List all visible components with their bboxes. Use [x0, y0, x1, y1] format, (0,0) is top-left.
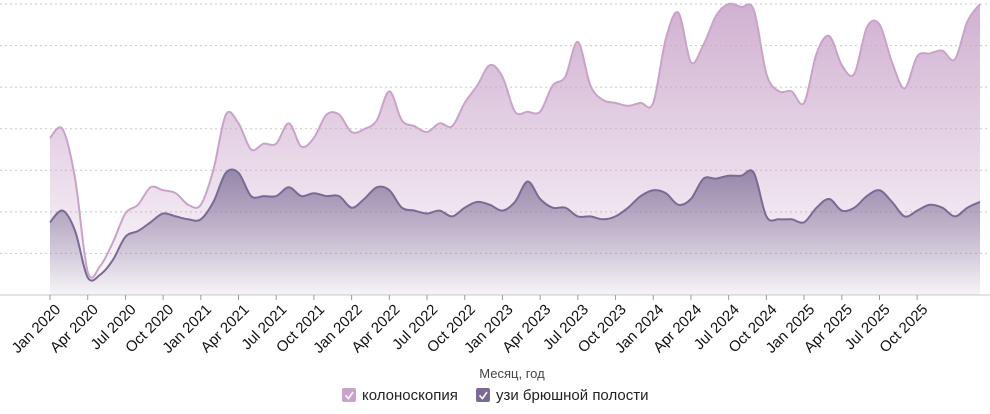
x-axis-title: Месяц, год [479, 366, 545, 381]
series-line [49, 168, 981, 282]
legend-label: узи брюшной полости [496, 387, 648, 404]
legend-label: колоноскопия [362, 387, 458, 404]
legend-item[interactable]: узи брюшной полости [476, 387, 648, 404]
series-layer [49, 2, 981, 296]
series-line [49, 2, 981, 279]
legend[interactable]: колоноскопия узи брюшной полости [342, 387, 648, 404]
series-area [50, 169, 980, 295]
legend-swatch[interactable] [342, 388, 356, 402]
legend-swatch[interactable] [476, 388, 490, 402]
check-icon [478, 391, 488, 400]
check-icon [344, 391, 354, 400]
legend-item[interactable]: колоноскопия [342, 387, 458, 404]
series-uzi[interactable] [49, 168, 981, 295]
